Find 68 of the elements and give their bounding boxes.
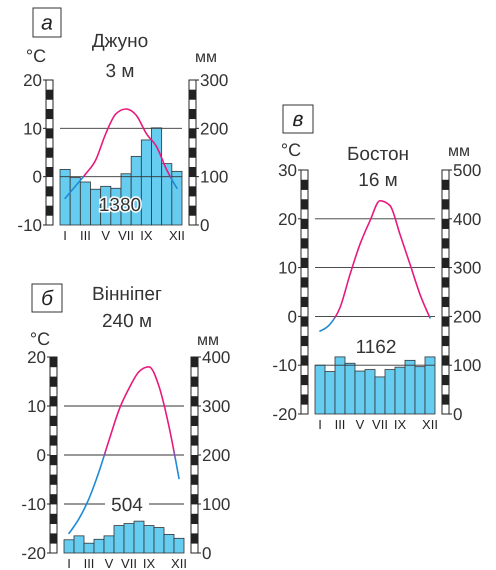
y-tick-label: -20 bbox=[21, 544, 46, 563]
x-tick-label: VII bbox=[118, 228, 134, 243]
chart-title: Вінніпег bbox=[92, 284, 162, 305]
y-tick-label: -10 bbox=[17, 216, 42, 235]
line-series bbox=[64, 108, 178, 200]
y2-tick-label: 500 bbox=[453, 161, 482, 180]
x-tick-label: V bbox=[101, 228, 110, 243]
y-tick-label: 20 bbox=[23, 71, 42, 90]
y-tick-label: -10 bbox=[21, 495, 46, 514]
x-tick-label: I bbox=[67, 556, 71, 570]
y2-tick-label: 0 bbox=[200, 216, 210, 235]
y2-tick-label: 300 bbox=[202, 397, 230, 416]
y-tick-label: 0 bbox=[36, 446, 46, 465]
y2-axis-title: мм bbox=[195, 49, 217, 66]
line-series bbox=[319, 200, 431, 332]
annotation: 504 bbox=[111, 495, 144, 516]
x-tick-label: III bbox=[80, 228, 91, 243]
x-tick-label: IX bbox=[140, 228, 153, 243]
y-axis-title: °C bbox=[30, 329, 50, 349]
y-tick-label: 30 bbox=[278, 161, 297, 180]
x-tick-label: IX bbox=[394, 417, 406, 432]
annotation: 1162 bbox=[356, 337, 396, 358]
y-tick-label: 20 bbox=[278, 210, 297, 229]
x-tick-label: VII bbox=[121, 556, 137, 570]
y2-tick-label: 200 bbox=[202, 446, 230, 465]
y2-tick-label: 200 bbox=[453, 307, 482, 326]
x-tick-label: IX bbox=[142, 556, 156, 570]
y2-tick-label: 300 bbox=[200, 71, 228, 90]
line-series bbox=[68, 366, 180, 534]
y-tick-label: 20 bbox=[27, 348, 46, 367]
y2-tick-label: 400 bbox=[453, 210, 482, 229]
x-tick-label: V bbox=[356, 417, 365, 432]
x-tick-label: XII bbox=[168, 228, 185, 243]
y2-tick-label: 400 bbox=[202, 348, 230, 367]
x-tick-label: III bbox=[334, 417, 346, 432]
chart-title: Бостон bbox=[346, 144, 410, 165]
y2-tick-label: 200 bbox=[200, 119, 228, 138]
y2-axis-title: мм bbox=[197, 332, 219, 349]
y2-tick-label: 100 bbox=[453, 356, 482, 376]
y2-tick-label: 300 bbox=[453, 258, 482, 278]
y-axis-title: °C bbox=[26, 46, 46, 66]
chart-title: Джуно bbox=[92, 31, 148, 52]
x-tick-label: XII bbox=[422, 417, 438, 432]
text: а bbox=[41, 12, 53, 34]
y2-tick-label: 100 bbox=[202, 495, 230, 514]
text: б bbox=[41, 287, 54, 310]
chart-subtitle: 3 м bbox=[106, 61, 134, 82]
y-tick-label: 0 bbox=[288, 307, 297, 326]
y-axis-title: °C bbox=[280, 140, 302, 160]
chart-subtitle: 240 м bbox=[102, 311, 152, 332]
y-tick-label: -20 bbox=[272, 405, 297, 424]
y2-tick-label: 0 bbox=[202, 544, 212, 563]
chart-subtitle: 16 м bbox=[358, 170, 398, 191]
x-tick-label: III bbox=[84, 556, 94, 570]
y-tick-label: -10 bbox=[272, 356, 297, 376]
x-tick-label: VII bbox=[372, 417, 388, 432]
x-tick-label: I bbox=[63, 228, 67, 243]
y-tick-label: 0 bbox=[32, 168, 42, 187]
y2-tick-label: 100 bbox=[200, 168, 228, 187]
x-tick-label: I bbox=[318, 417, 322, 432]
y-tick-label: 10 bbox=[278, 258, 297, 278]
x-tick-label: V bbox=[104, 556, 114, 570]
y2-tick-label: 0 bbox=[453, 405, 462, 424]
y-tick-label: 10 bbox=[23, 119, 42, 138]
text: в bbox=[292, 108, 304, 131]
y2-axis-title: мм bbox=[448, 143, 470, 160]
y-tick-label: 10 bbox=[27, 397, 46, 416]
x-tick-label: XII bbox=[171, 556, 187, 570]
